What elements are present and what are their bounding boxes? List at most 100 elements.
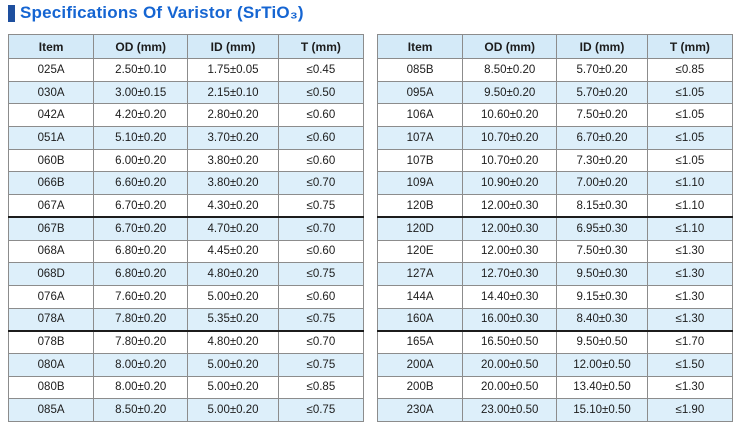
table-row: 120B 12.00±0.30 8.15±0.30 ≤1.10 — [376, 194, 734, 218]
table-row: 200B 20.00±0.50 13.40±0.50 ≤1.30 — [376, 375, 734, 400]
value-cell: 4.80±0.20 — [187, 329, 279, 354]
value-cell: ≤1.30 — [646, 375, 734, 400]
value-cell: ≤0.60 — [277, 284, 365, 309]
item-cell: 066B — [7, 171, 95, 196]
value-cell: ≤1.50 — [646, 352, 734, 377]
value-cell: 5.00±0.20 — [187, 284, 279, 309]
item-cell: 030A — [7, 80, 95, 105]
item-cell: 200B — [376, 375, 464, 400]
value-cell: 7.50±0.30 — [556, 239, 648, 264]
item-cell: 068A — [7, 239, 95, 264]
spec-table-right: Item OD (mm) ID (mm) T (mm) 085B 8.50±0.20 5.7… — [376, 34, 734, 422]
item-cell: 107B — [376, 148, 464, 173]
value-cell: ≤0.70 — [277, 329, 365, 354]
value-cell: 5.70±0.20 — [556, 80, 648, 105]
table-row: 078A 7.80±0.20 5.35±0.20 ≤0.75 — [7, 307, 365, 332]
value-cell: 7.00±0.20 — [556, 171, 648, 196]
item-cell: 051A — [7, 126, 95, 150]
item-cell: 068D — [7, 262, 95, 286]
table-row: 127A 12.70±0.30 9.50±0.30 ≤1.30 — [376, 262, 734, 286]
value-cell: 6.00±0.20 — [93, 148, 189, 173]
value-cell: 20.00±0.50 — [462, 352, 558, 377]
value-cell: ≤1.05 — [646, 148, 734, 173]
value-cell: 5.00±0.20 — [187, 375, 279, 400]
value-cell: 4.45±0.20 — [187, 239, 279, 264]
value-cell: 5.35±0.20 — [187, 307, 279, 332]
value-cell: 10.70±0.20 — [462, 148, 558, 173]
value-cell: 9.50±0.30 — [556, 262, 648, 286]
table-row: 080A 8.00±0.20 5.00±0.20 ≤0.75 — [7, 352, 365, 377]
item-cell: 109A — [376, 171, 464, 196]
item-cell: 127A — [376, 262, 464, 286]
value-cell: 12.00±0.50 — [556, 352, 648, 377]
column-header: T (mm) — [277, 34, 365, 59]
value-cell: 12.00±0.30 — [462, 239, 558, 264]
table-row: 144A 14.40±0.30 9.15±0.30 ≤1.30 — [376, 284, 734, 309]
value-cell: 3.70±0.20 — [187, 126, 279, 150]
value-cell: 8.40±0.30 — [556, 307, 648, 332]
table-row: 066B 6.60±0.20 3.80±0.20 ≤0.70 — [7, 171, 365, 196]
column-header: T (mm) — [646, 34, 734, 59]
value-cell: ≤1.05 — [646, 80, 734, 105]
table-row: 025A 2.50±0.10 1.75±0.05 ≤0.45 — [7, 58, 365, 82]
table-row: 107A 10.70±0.20 6.70±0.20 ≤1.05 — [376, 126, 734, 150]
value-cell: 6.80±0.20 — [93, 239, 189, 264]
value-cell: 1.75±0.05 — [187, 58, 279, 82]
value-cell: 5.10±0.20 — [93, 126, 189, 150]
value-cell: 4.80±0.20 — [187, 262, 279, 286]
value-cell: 8.00±0.20 — [93, 352, 189, 377]
table-row: 068A 6.80±0.20 4.45±0.20 ≤0.60 — [7, 239, 365, 264]
value-cell: ≤0.75 — [277, 307, 365, 332]
value-cell: ≤1.30 — [646, 284, 734, 309]
table-row: 230A 23.00±0.50 15.10±0.50 ≤1.90 — [376, 398, 734, 422]
item-cell: 144A — [376, 284, 464, 309]
value-cell: 6.70±0.20 — [556, 126, 648, 150]
table-row: 120E 12.00±0.30 7.50±0.30 ≤1.30 — [376, 239, 734, 264]
table-row: 076A 7.60±0.20 5.00±0.20 ≤0.60 — [7, 284, 365, 309]
item-cell: 078A — [7, 307, 95, 332]
item-cell: 200A — [376, 352, 464, 377]
value-cell: 8.00±0.20 — [93, 375, 189, 400]
value-cell: 5.00±0.20 — [187, 398, 279, 422]
value-cell: ≤1.10 — [646, 194, 734, 218]
value-cell: ≤0.75 — [277, 194, 365, 218]
table-row: 085B 8.50±0.20 5.70±0.20 ≤0.85 — [376, 58, 734, 82]
value-cell: 13.40±0.50 — [556, 375, 648, 400]
item-cell: 085B — [376, 58, 464, 82]
header-row: Item OD (mm) ID (mm) T (mm) — [376, 34, 734, 59]
item-cell: 078B — [7, 329, 95, 354]
table-row: 068D 6.80±0.20 4.80±0.20 ≤0.75 — [7, 262, 365, 286]
column-header: Item — [7, 34, 95, 59]
value-cell: 12.00±0.30 — [462, 216, 558, 241]
value-cell: ≤0.75 — [277, 262, 365, 286]
value-cell: ≤1.05 — [646, 126, 734, 150]
value-cell: ≤0.60 — [277, 103, 365, 128]
table-row: 067B 6.70±0.20 4.70±0.20 ≤0.70 — [7, 216, 365, 241]
column-header: OD (mm) — [93, 34, 189, 59]
item-cell: 067A — [7, 194, 95, 218]
table-row: 095A 9.50±0.20 5.70±0.20 ≤1.05 — [376, 80, 734, 105]
value-cell: 10.70±0.20 — [462, 126, 558, 150]
table-row: 060B 6.00±0.20 3.80±0.20 ≤0.60 — [7, 148, 365, 173]
value-cell: 7.50±0.20 — [556, 103, 648, 128]
value-cell: 10.90±0.20 — [462, 171, 558, 196]
value-cell: 7.60±0.20 — [93, 284, 189, 309]
value-cell: 4.20±0.20 — [93, 103, 189, 128]
item-cell: 165A — [376, 329, 464, 354]
page-title-text: Specifications Of Varistor (SrTiO₃) — [20, 3, 304, 22]
value-cell: ≤0.85 — [277, 375, 365, 400]
value-cell: ≤1.10 — [646, 171, 734, 196]
value-cell: 20.00±0.50 — [462, 375, 558, 400]
item-cell: 120B — [376, 194, 464, 218]
item-cell: 080A — [7, 352, 95, 377]
value-cell: ≤0.60 — [277, 126, 365, 150]
item-cell: 076A — [7, 284, 95, 309]
spec-tables-container: Item OD (mm) ID (mm) T (mm) 025A 2.50±0.10 1.7… — [7, 34, 734, 422]
table-row: 067A 6.70±0.20 4.30±0.20 ≤0.75 — [7, 194, 365, 218]
column-header: Item — [376, 34, 464, 59]
value-cell: 9.50±0.20 — [462, 80, 558, 105]
value-cell: 6.80±0.20 — [93, 262, 189, 286]
value-cell: ≤0.60 — [277, 148, 365, 173]
value-cell: ≤1.30 — [646, 307, 734, 332]
value-cell: ≤1.10 — [646, 216, 734, 241]
